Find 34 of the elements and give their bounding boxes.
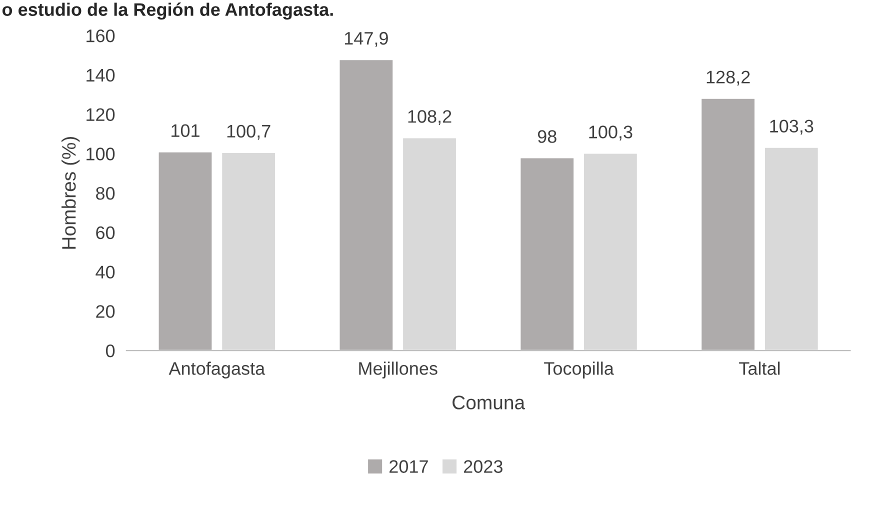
y-tick-label: 100 (86, 148, 115, 160)
chart-title: o estudio de la Región de Antofagasta. (2, 2, 333, 20)
y-tick-label: 0 (106, 344, 115, 358)
y-tick-label: 160 (86, 29, 115, 42)
x-tick-label: Tocopilla (544, 362, 614, 378)
data-label: 147,9 (344, 32, 388, 47)
legend-label: 2023 (464, 460, 502, 473)
data-label: 108,2 (408, 110, 452, 125)
y-tick-label: 20 (96, 305, 115, 318)
x-axis-title: Comuna (452, 396, 526, 410)
x-tick-label: Taltal (739, 362, 780, 375)
bar (764, 146, 820, 351)
data-label: 100,7 (227, 124, 270, 140)
bar (338, 58, 394, 351)
data-label: 98 (538, 130, 556, 143)
data-label: 101 (172, 124, 200, 138)
legend-label: 2017 (390, 460, 428, 473)
bar (157, 151, 214, 351)
bar (220, 152, 276, 351)
y-tick-label: 140 (86, 68, 115, 82)
bar (700, 97, 756, 351)
y-tick-label: 80 (96, 186, 115, 200)
y-tick-label: 60 (96, 226, 115, 240)
data-label: 103,3 (770, 120, 814, 135)
data-label: 100,3 (589, 126, 632, 141)
y-tick-label: 120 (86, 108, 115, 122)
y-axis-title: Hombres (%) (62, 136, 80, 249)
bar (582, 152, 638, 351)
bar (402, 136, 458, 351)
y-tick-label: 40 (96, 266, 115, 278)
x-tick-label: Antofagasta (168, 362, 266, 378)
data-label: 128,2 (706, 70, 750, 86)
bar (519, 156, 575, 351)
x-tick-label: Mejillones (359, 362, 438, 378)
